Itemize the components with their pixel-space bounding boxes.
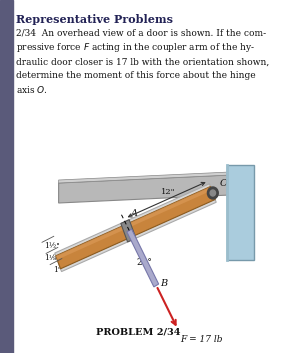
Bar: [227, 165, 254, 260]
Text: 2/34  An overhead view of a door is shown. If the com-
pressive force $F$ acting: 2/34 An overhead view of a door is shown…: [16, 28, 270, 95]
Text: 12": 12": [161, 188, 176, 196]
Text: Representative Problems: Representative Problems: [16, 14, 173, 25]
Polygon shape: [121, 220, 136, 242]
Polygon shape: [55, 184, 216, 271]
Polygon shape: [56, 186, 215, 269]
Polygon shape: [59, 175, 230, 203]
Text: 1": 1": [53, 267, 62, 274]
Text: A: A: [131, 209, 138, 219]
Text: 1⅛": 1⅛": [44, 255, 60, 262]
Polygon shape: [56, 186, 212, 260]
Text: O: O: [220, 179, 228, 188]
Circle shape: [207, 187, 218, 199]
Text: B: B: [160, 279, 167, 288]
Polygon shape: [127, 229, 159, 287]
Text: PROBLEM 2/34: PROBLEM 2/34: [96, 328, 180, 336]
Bar: [0, 0, 13, 353]
Circle shape: [210, 190, 215, 196]
Text: 1½": 1½": [44, 243, 60, 250]
Polygon shape: [59, 172, 230, 183]
Text: F = 17 lb: F = 17 lb: [180, 335, 222, 345]
Text: 20°: 20°: [136, 258, 152, 267]
